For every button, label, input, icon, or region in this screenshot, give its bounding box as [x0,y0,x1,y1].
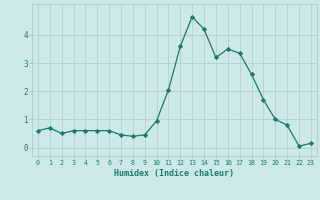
X-axis label: Humidex (Indice chaleur): Humidex (Indice chaleur) [115,169,234,178]
